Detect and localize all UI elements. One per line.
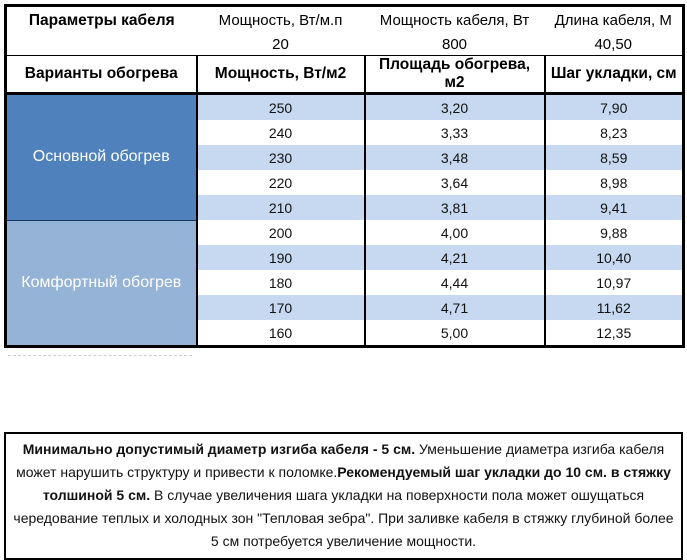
data-cell: 10,97	[543, 270, 684, 295]
params-value-cable-power: 800	[441, 36, 468, 53]
note-segment: В случае увеличения шага укладки на пове…	[13, 487, 674, 549]
section-label-primary: Основной обогрев	[5, 93, 197, 220]
data-cell: 250	[195, 93, 365, 120]
data-cell: 12,35	[543, 320, 684, 347]
data-cell: 4,00	[363, 220, 545, 245]
variants-header-row: Варианты обогрева Мощность, Вт/м2 Площад…	[5, 55, 684, 95]
data-cell: 220	[195, 170, 365, 195]
data-cell: 10,40	[543, 245, 684, 270]
section-label-comfort: Комфортный обогрев	[5, 219, 197, 347]
data-cell: 11,62	[543, 295, 684, 320]
data-cell: 4,44	[363, 270, 545, 295]
data-cell: 8,59	[543, 145, 684, 170]
data-cell: 4,71	[363, 295, 545, 320]
params-value-power-per-m: 20	[272, 36, 289, 53]
table-row: 180 4,44 10,97	[6, 270, 684, 295]
data-cell: 7,90	[543, 93, 684, 120]
table-row: 240 3,33 8,23	[6, 120, 684, 145]
data-cell: 170	[195, 295, 365, 320]
data-cell: 210	[195, 195, 365, 220]
data-cell: 5,00	[363, 320, 545, 347]
params-col-cable-power: Мощность кабеля, Вт	[379, 12, 530, 29]
params-value-cable-length: 40,50	[594, 36, 633, 53]
note-segment: Минимально допустимый диаметр изгиба каб…	[22, 441, 416, 457]
data-cell: 9,88	[543, 220, 684, 245]
params-title: Параметры кабеля	[28, 11, 175, 29]
data-cell: 3,64	[363, 170, 545, 195]
variants-col-power: Мощность, Вт/м2	[195, 55, 365, 95]
variants-title: Варианты обогрева	[5, 55, 197, 95]
data-cell: 190	[195, 245, 365, 270]
table-row: 160 5,00 12,35	[6, 320, 684, 347]
note-segment: Уменьшение диаметра изгиба кабеля может …	[16, 441, 665, 480]
params-empty-cell	[6, 34, 197, 56]
data-cell: 180	[195, 270, 365, 295]
table-row: Основной обогрев 250 3,20 7,90	[5, 93, 684, 220]
cable-parameters-table: Параметры кабеля Мощность, Вт/м.п Мощнос…	[4, 4, 685, 348]
table-row: 220 3,64 8,98	[6, 170, 684, 195]
data-cell: 3,81	[363, 195, 545, 220]
data-cell: 3,33	[363, 120, 545, 145]
note-segment: Рекомендуемый шаг укладки до 10 см. в ст…	[42, 464, 671, 503]
data-cell: 3,20	[363, 93, 545, 120]
data-cell: 8,98	[543, 170, 684, 195]
params-values-row: 20 800 40,50	[6, 34, 684, 56]
table-row: 210 3,81 9,41	[6, 195, 684, 220]
data-cell: 9,41	[543, 195, 684, 220]
variants-col-area: Площадь обогрева, м2	[363, 55, 545, 95]
data-cell: 200	[195, 220, 365, 245]
data-cell: 3,48	[363, 145, 545, 170]
data-cell: 160	[195, 320, 365, 347]
params-col-cable-length: Длина кабеля, М	[554, 12, 672, 29]
page-break-dash	[8, 355, 192, 356]
variants-col-step: Шаг укладки, см	[543, 55, 684, 95]
data-cell: 230	[195, 145, 365, 170]
data-cell: 4,21	[363, 245, 545, 270]
table-row: 170 4,71 11,62	[6, 295, 684, 320]
page: Параметры кабеля Мощность, Вт/м.п Мощнос…	[0, 4, 687, 560]
note-box: Минимально допустимый диаметр изгиба каб…	[4, 432, 683, 560]
data-cell: 8,23	[543, 120, 684, 145]
table-row: 230 3,48 8,59	[6, 145, 684, 170]
table-row: Комфортный обогрев 200 4,00 9,88	[5, 219, 684, 347]
params-col-power-per-m: Мощность, Вт/м.п	[218, 12, 343, 29]
data-cell: 240	[195, 120, 365, 145]
table-row: 190 4,21 10,40	[6, 245, 684, 270]
params-header-row: Параметры кабеля Мощность, Вт/м.п Мощнос…	[6, 6, 684, 35]
